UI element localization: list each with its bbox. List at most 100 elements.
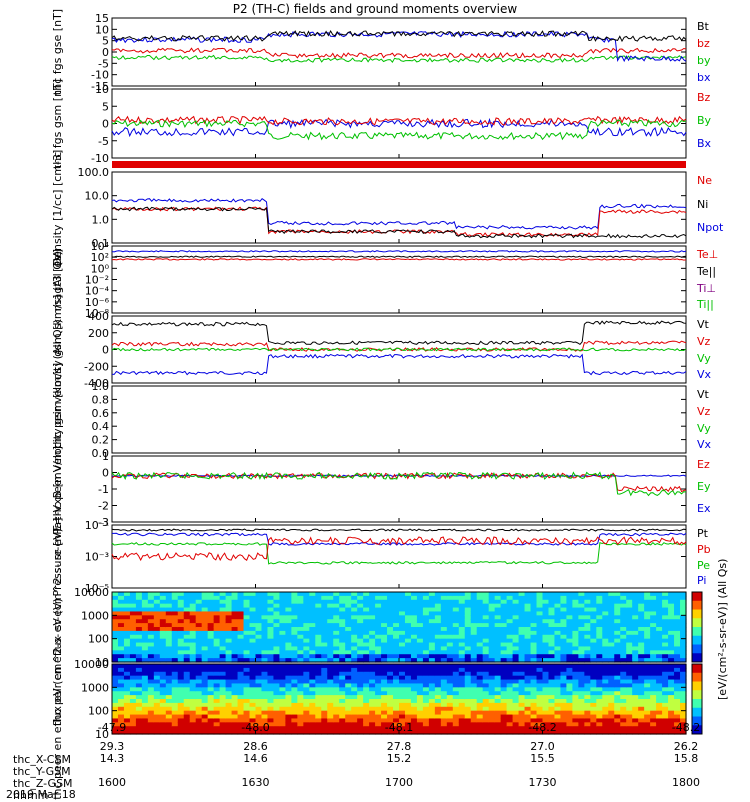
spectrogram-cell: [662, 615, 669, 620]
footer-value: 1630: [242, 776, 270, 789]
spectrogram-cell: [596, 675, 603, 681]
spectrogram-cell: [608, 683, 615, 688]
spectrogram-cell: [536, 658, 544, 663]
spectrogram-cell: [452, 592, 460, 597]
spectrogram-cell: [351, 658, 358, 663]
y-tick-label: 10⁻⁵: [85, 582, 109, 595]
spectrogram-cell: [123, 627, 131, 632]
spectrogram-cell: [428, 683, 436, 688]
spectrogram-cell: [153, 607, 161, 613]
spectrogram-cell: [482, 695, 490, 700]
spectrogram-cell: [446, 607, 454, 613]
spectrogram-cell: [243, 691, 251, 696]
spectrogram-cell: [237, 611, 245, 616]
spectrogram-cell: [123, 646, 131, 651]
spectrogram-cell: [315, 611, 322, 616]
spectrogram-cell: [638, 627, 645, 632]
spectrogram-cell: [195, 658, 203, 663]
spectrogram-cell: [273, 671, 281, 677]
spectrogram-cell: [297, 730, 304, 735]
spectrogram-cell: [159, 687, 167, 692]
spectrogram-cell: [237, 718, 245, 723]
spectrogram-cell: [566, 642, 573, 648]
spectrogram-cell: [476, 607, 484, 613]
spectrogram-cell: [674, 722, 681, 727]
spectrogram-cell: [399, 667, 406, 673]
spectrogram-cell: [267, 611, 275, 616]
spectrogram-cell: [261, 714, 269, 720]
spectrogram-cell: [416, 650, 424, 655]
spectrogram-cell: [632, 702, 639, 708]
footer-value: 27.8: [387, 740, 412, 753]
spectrogram-cell: [452, 691, 460, 696]
spectrogram-cell: [584, 718, 591, 723]
spectrogram-cell: [303, 691, 310, 696]
spectrogram-cell: [560, 722, 568, 727]
spectrogram-cell: [351, 699, 358, 704]
spectrogram-cell: [650, 730, 657, 735]
spectrogram-cell: [452, 699, 460, 704]
spectrogram-cell: [482, 611, 490, 616]
spectrogram-cell: [153, 595, 161, 601]
y-tick-label: 200: [88, 327, 109, 340]
spectrogram-cell: [112, 675, 119, 681]
spectrogram-cell: [596, 730, 603, 735]
spectrogram-cell: [159, 702, 167, 708]
spectrogram-cell: [387, 675, 394, 681]
spectrogram-cell: [662, 664, 669, 669]
spectrogram-cell: [243, 675, 251, 681]
spectrogram-cell: [291, 607, 298, 613]
spectrogram-cell: [620, 683, 627, 688]
spectrogram-cell: [674, 710, 681, 716]
spectrogram-cell: [213, 730, 221, 735]
spectrogram-cell: [399, 615, 406, 620]
spectrogram-cell: [303, 607, 310, 613]
spectrogram-cell: [207, 714, 215, 720]
spectrogram-cell: [393, 611, 400, 616]
spectrogram-cell: [548, 726, 556, 731]
spectrogram-cell: [231, 671, 239, 677]
spectrogram-cell: [333, 730, 340, 735]
spectrogram-cell: [632, 638, 639, 644]
spectrogram-cell: [494, 627, 502, 632]
spectrogram-cell: [446, 722, 454, 727]
spectrogram-cell: [650, 638, 657, 644]
spectrogram-cell: [231, 714, 239, 720]
spectrogram-cell: [123, 603, 131, 609]
spectrogram-cell: [494, 706, 502, 712]
spectrogram-cell: [375, 646, 382, 651]
spectrogram-cell: [147, 607, 155, 613]
spectrogram-cell: [584, 595, 591, 601]
spectrogram-cell: [446, 619, 454, 624]
spectrogram-cell: [339, 699, 346, 704]
spectrogram-cell: [650, 611, 657, 616]
spectrogram-cell: [452, 687, 460, 692]
spectrogram-cell: [488, 607, 496, 613]
spectrogram-cell: [189, 683, 197, 688]
spectrogram-cell: [159, 619, 167, 624]
spectrogram-cell: [566, 630, 573, 636]
spectrogram-cell: [351, 691, 358, 696]
spectrogram-cell: [566, 599, 573, 605]
spectrogram-cell: [584, 599, 591, 605]
spectrogram-cell: [177, 706, 185, 712]
spectrogram-cell: [680, 706, 687, 712]
spectrogram-cell: [422, 675, 430, 681]
spectrogram-cell: [632, 619, 639, 624]
spectrogram-cell: [369, 627, 376, 632]
spectrogram-cell: [560, 683, 568, 688]
legend-efield-0: Ez: [697, 458, 710, 471]
spectrogram-cell: [243, 667, 251, 673]
spectrogram-cell: [602, 627, 609, 632]
spectrogram-cell: [171, 664, 179, 669]
spectrogram-cell: [237, 607, 245, 613]
spectrogram-cell: [440, 623, 448, 628]
spectrogram-cell: [566, 650, 573, 655]
spectrogram-cell: [285, 634, 292, 640]
spectrogram-cell: [566, 634, 573, 640]
spectrogram-cell: [141, 683, 149, 688]
spectrogram-cell: [171, 675, 179, 681]
spectrogram-cell: [381, 730, 388, 735]
spectrogram-cell: [476, 695, 484, 700]
spectrogram-cell: [524, 646, 532, 651]
